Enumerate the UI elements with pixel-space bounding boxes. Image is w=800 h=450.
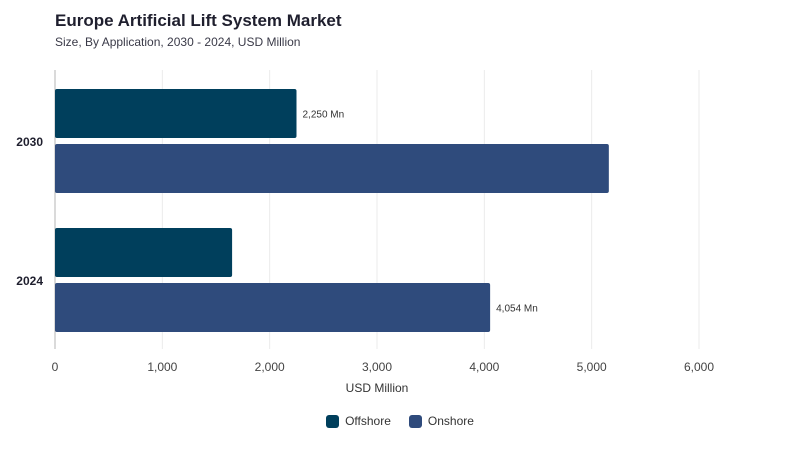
bar-offshore-2024 — [55, 228, 233, 277]
bar-onshore-2024 — [55, 283, 491, 332]
legend-swatch-onshore — [408, 414, 422, 428]
data-label-onshore-2024: 4,054 Mn — [496, 304, 538, 315]
x-tick-label-1000: 1,000 — [147, 360, 177, 374]
bar-onshore-2030 — [55, 144, 609, 193]
legend-label-offshore: Offshore — [345, 414, 391, 428]
bar-offshore-2030 — [55, 89, 297, 138]
legend-swatch-offshore — [326, 414, 340, 428]
x-tick-label-0: 0 — [52, 360, 59, 374]
legend-item-onshore[interactable]: Onshore — [408, 414, 474, 428]
x-tick-label-4000: 4,000 — [469, 360, 499, 374]
x-tick-label-2000: 2,000 — [255, 360, 285, 374]
y-tick-label-2024: 2024 — [16, 274, 43, 288]
y-tick-label-2030: 2030 — [16, 135, 43, 149]
legend-label-onshore: Onshore — [427, 414, 474, 428]
x-tick-label-5000: 5,000 — [577, 360, 607, 374]
x-axis-title: USD Million — [346, 381, 409, 395]
x-tick-label-6000: 6,000 — [684, 360, 714, 374]
chart-subtitle: Size, By Application, 2030 - 2024, USD M… — [55, 35, 301, 49]
legend-item-offshore[interactable]: Offshore — [326, 414, 391, 428]
legend: Offshore Onshore — [0, 414, 800, 428]
x-tick-label-3000: 3,000 — [362, 360, 392, 374]
chart-title: Europe Artificial Lift System Market — [55, 11, 342, 30]
data-label-offshore-2030: 2,250 Mn — [303, 110, 345, 121]
